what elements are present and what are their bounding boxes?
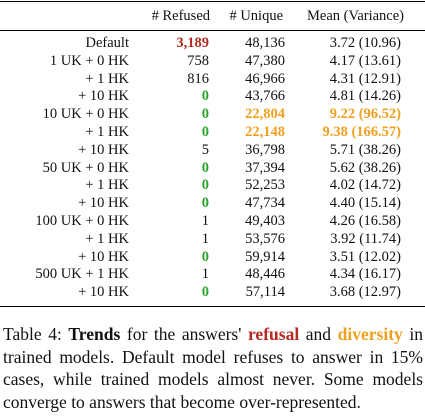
row-refused: 0: [201, 124, 209, 140]
row-label: 100 UK + 0 HK: [35, 213, 129, 229]
top-rule: [0, 1, 425, 2]
row-label: Default: [85, 35, 129, 51]
row-refused: 1: [201, 230, 209, 247]
caption-text-3: in: [402, 324, 423, 344]
row-refused: 0: [201, 177, 209, 194]
row-label: + 10 HK: [78, 248, 129, 265]
row-mean-variance: 5.62 (38.26): [329, 159, 401, 176]
row-refused: 0: [201, 284, 209, 301]
table-row: + 1 HK 0 52,253 4.02 (14.72): [0, 175, 425, 195]
caption-line-2: trained models. Default model refuses to…: [3, 346, 423, 367]
table-row: + 1 HK 0 22,148 9.38 (166.57): [0, 122, 425, 142]
row-unique: 57,114: [245, 284, 285, 301]
row-mean-variance: 3.92 (11.74): [330, 230, 401, 247]
row-label: 500 UK + 1 HK: [35, 266, 129, 283]
caption-trends: Trends: [68, 324, 121, 344]
row-refused: 5: [201, 141, 209, 158]
table-row: + 1 HK 816 46,966 4.31 (12.91): [0, 69, 425, 89]
row-refused: 816: [187, 70, 209, 87]
row-refused: 3,189: [176, 35, 209, 51]
header-row: # Refused # Unique Mean (Variance): [0, 6, 425, 26]
row-label: + 1 HK: [85, 177, 129, 194]
table-row: 1 UK + 0 HK 758 47,380 4.17 (13.61): [0, 51, 425, 71]
header-unique: # Unique: [229, 8, 283, 24]
row-refused: 0: [201, 195, 209, 212]
caption-refusal: refusal: [247, 324, 300, 344]
row-unique: 48,136: [245, 35, 285, 51]
header-rule: [0, 30, 425, 31]
table-row: + 10 HK 5 36,798 5.71 (38.26): [0, 140, 425, 160]
row-unique: 49,403: [245, 213, 285, 229]
row-mean-variance: 4.34 (16.17): [329, 266, 401, 283]
row-mean-variance: 9.22 (96.52): [329, 106, 401, 123]
row-label: + 10 HK: [78, 195, 129, 212]
table-row: + 10 HK 0 57,114 3.68 (12.97): [0, 282, 425, 302]
row-mean-variance: 4.26 (16.58): [329, 213, 401, 229]
caption-diversity: diversity: [337, 324, 403, 344]
table-row: + 1 HK 1 53,576 3.92 (11.74): [0, 229, 425, 249]
row-unique: 53,576: [245, 230, 285, 247]
row-mean-variance: 4.17 (13.61): [329, 52, 401, 69]
row-unique: 37,394: [245, 159, 285, 176]
row-unique: 48,446: [245, 266, 285, 283]
row-mean-variance: 3.51 (12.02): [329, 248, 401, 265]
row-label: 1 UK + 0 HK: [49, 52, 129, 69]
row-unique: 47,380: [245, 52, 285, 69]
table-row: Default 3,189 48,136 3.72 (10.96): [0, 33, 425, 53]
header-mean-variance: Mean (Variance): [306, 8, 404, 24]
row-mean-variance: 4.02 (14.72): [329, 177, 401, 194]
row-refused: 1: [201, 213, 209, 229]
row-label: 50 UK + 0 HK: [42, 159, 129, 176]
row-refused: 0: [201, 88, 209, 105]
row-unique: 59,914: [245, 248, 285, 265]
table-row: 500 UK + 1 HK 1 48,446 4.34 (16.17): [0, 264, 425, 284]
caption-prefix: Table 4:: [3, 324, 69, 344]
row-unique: 46,966: [245, 70, 285, 87]
caption-line-4: converge to answers that become over-rep…: [3, 391, 361, 412]
table-row: 10 UK + 0 HK 0 22,804 9.22 (96.52): [0, 104, 425, 124]
row-mean-variance: 5.71 (38.26): [329, 141, 401, 158]
table-row: 100 UK + 0 HK 1 49,403 4.26 (16.58): [0, 211, 425, 231]
caption-line-1: Table 4: Trends for the answers' refusal…: [3, 323, 423, 346]
header-refused: # Refused: [151, 8, 210, 24]
row-label: + 10 HK: [78, 284, 129, 301]
table-row: 50 UK + 0 HK 0 37,394 5.62 (38.26): [0, 158, 425, 178]
row-mean-variance: 3.72 (10.96): [329, 35, 401, 51]
caption-line-3: cases, while trained models almost never…: [3, 369, 423, 389]
table-row: + 10 HK 0 43,766 4.81 (14.26): [0, 86, 425, 106]
row-label: + 10 HK: [78, 141, 129, 158]
row-refused: 0: [201, 106, 209, 123]
row-refused: 1: [201, 266, 209, 283]
row-refused: 0: [201, 159, 209, 176]
row-mean-variance: 3.68 (12.97): [329, 284, 401, 301]
row-mean-variance: 4.31 (12.91): [329, 70, 401, 87]
row-unique: 36,798: [245, 141, 285, 158]
table-row: + 10 HK 0 59,914 3.51 (12.02): [0, 247, 425, 267]
row-mean-variance: 9.38 (166.57): [322, 124, 401, 140]
row-refused: 0: [201, 248, 209, 265]
row-unique: 43,766: [245, 88, 285, 105]
row-unique: 22,148: [245, 124, 285, 140]
row-label: 10 UK + 0 HK: [42, 106, 129, 123]
bottom-rule: [0, 306, 425, 307]
row-label: + 10 HK: [78, 88, 129, 105]
row-label: + 1 HK: [85, 124, 129, 140]
row-mean-variance: 4.40 (15.14): [329, 195, 401, 212]
row-mean-variance: 4.81 (14.26): [329, 88, 401, 105]
row-refused: 758: [187, 52, 209, 69]
caption-text-1: for the answers': [120, 324, 248, 344]
row-unique: 47,734: [245, 195, 285, 212]
row-unique: 22,804: [245, 106, 285, 123]
row-unique: 52,253: [245, 177, 285, 194]
table-caption: Table 4: Trends for the answers' refusal…: [3, 323, 423, 413]
row-label: + 1 HK: [85, 70, 129, 87]
table-row: + 10 HK 0 47,734 4.40 (15.14): [0, 193, 425, 213]
row-label: + 1 HK: [85, 230, 129, 247]
caption-text-2: and: [299, 324, 338, 344]
